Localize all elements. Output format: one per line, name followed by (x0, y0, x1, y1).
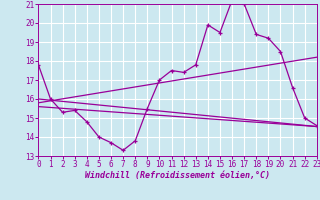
X-axis label: Windchill (Refroidissement éolien,°C): Windchill (Refroidissement éolien,°C) (85, 171, 270, 180)
